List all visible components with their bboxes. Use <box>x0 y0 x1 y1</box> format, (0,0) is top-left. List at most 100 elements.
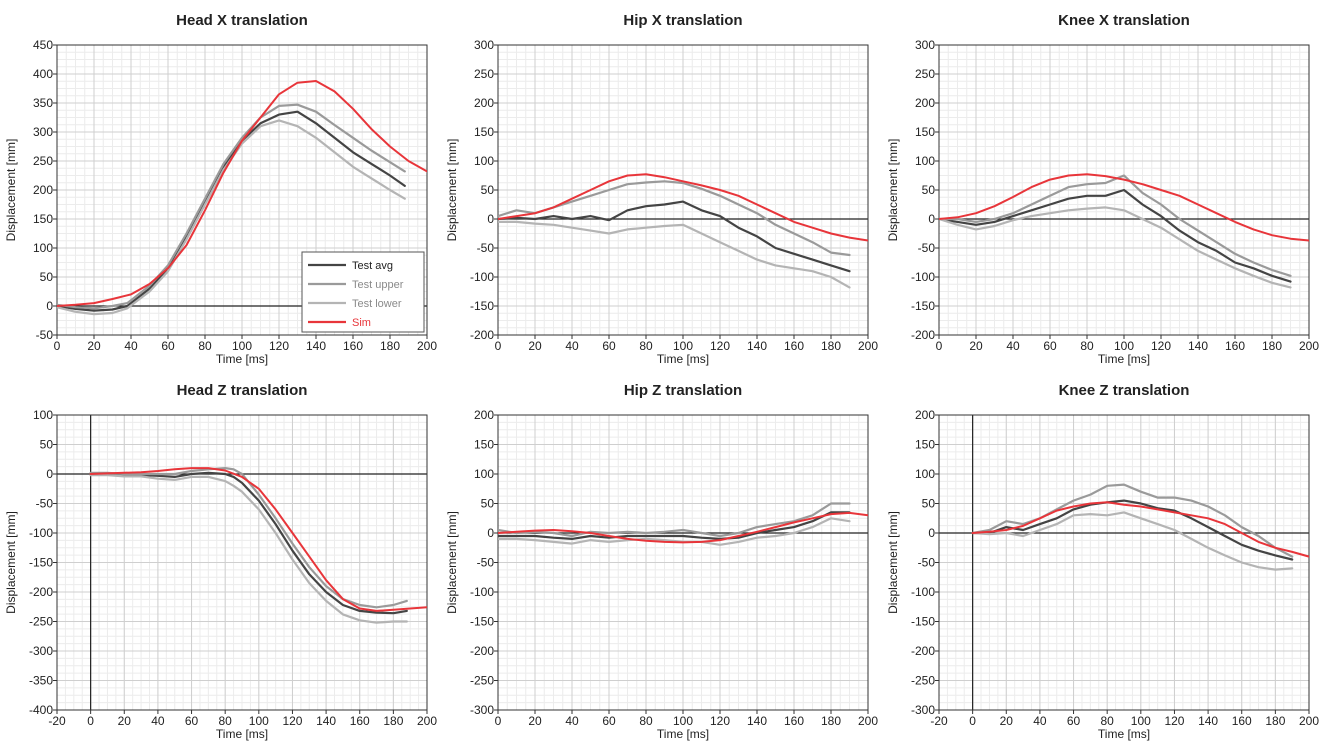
x-tick-label: 0 <box>495 714 502 728</box>
y-tick-label: -150 <box>911 615 935 629</box>
x-tick-label: 80 <box>639 339 653 353</box>
y-tick-label: -50 <box>918 241 936 255</box>
series-line-test-lower <box>971 511 1294 571</box>
y-tick-label: -250 <box>911 674 935 688</box>
y-tick-label: -50 <box>477 556 495 570</box>
x-tick-label: 100 <box>673 339 693 353</box>
y-tick-label: 200 <box>915 408 935 422</box>
y-axis-label: Displacement [mm] <box>886 511 900 614</box>
x-tick-label: 40 <box>1033 714 1047 728</box>
y-tick-label: 250 <box>474 67 494 81</box>
x-tick-label: 0 <box>54 339 61 353</box>
x-tick-label: 20 <box>969 339 983 353</box>
chart-title: Hip X translation <box>623 12 742 29</box>
y-tick-label: 0 <box>46 467 53 481</box>
y-tick-label: 50 <box>40 438 54 452</box>
y-tick-label: 50 <box>481 497 495 511</box>
series-line-sim <box>939 173 1309 242</box>
series-group <box>498 502 868 546</box>
x-tick-label: -20 <box>48 714 66 728</box>
y-tick-label: -100 <box>911 585 935 599</box>
series-line-test-upper <box>89 467 408 609</box>
y-tick-label: -100 <box>470 270 494 284</box>
y-tick-label: 100 <box>915 467 935 481</box>
y-tick-label: 50 <box>40 270 54 284</box>
x-tick-label: 180 <box>821 339 841 353</box>
chart-panel-1: 0 20 40 60 80 100 120 140 160 180 200 -200 -150 -100 -… <box>445 12 878 366</box>
series-line-sim <box>498 511 868 544</box>
y-tick-label: -300 <box>29 644 53 658</box>
chart-title: Head X translation <box>176 12 308 29</box>
y-axis-label: Displacement [mm] <box>445 139 459 242</box>
y-tick-label: 300 <box>474 38 494 52</box>
chart-title: Knee Z translation <box>1059 382 1190 399</box>
y-tick-label: 200 <box>915 96 935 110</box>
x-tick-label: 120 <box>710 714 730 728</box>
x-tick-label: 100 <box>1131 714 1151 728</box>
x-tick-label: 140 <box>747 714 767 728</box>
series-group <box>498 173 868 289</box>
y-tick-label: 100 <box>474 154 494 168</box>
x-tick-label: 40 <box>124 339 138 353</box>
y-tick-label: -300 <box>470 703 494 717</box>
x-tick-label: 140 <box>306 339 326 353</box>
series-line-test-avg <box>939 188 1292 283</box>
series-line-test-lower <box>498 220 851 289</box>
x-tick-label: 20 <box>528 339 542 353</box>
y-tick-label: 200 <box>474 96 494 110</box>
y-tick-label: 150 <box>474 438 494 452</box>
x-tick-label: 160 <box>343 339 363 353</box>
x-tick-label: 60 <box>185 714 199 728</box>
y-tick-label: -200 <box>29 585 53 599</box>
legend-label: Test upper <box>352 279 404 291</box>
series-line-test-avg <box>498 200 851 273</box>
series-line-test-avg <box>89 471 408 615</box>
y-tick-label: -250 <box>29 615 53 629</box>
y-tick-label: -100 <box>911 270 935 284</box>
x-tick-label: 140 <box>1198 714 1218 728</box>
x-tick-label: 40 <box>565 714 579 728</box>
chart-panel-4: 0 20 40 60 80 100 120 140 160 180 200 -300 -250 -200 -… <box>445 382 878 741</box>
y-tick-label: -400 <box>29 703 53 717</box>
series-line-test-avg <box>971 499 1294 561</box>
y-tick-label: -300 <box>911 703 935 717</box>
y-axis-label: Displacement [mm] <box>4 511 18 614</box>
x-tick-label: 160 <box>1225 339 1245 353</box>
series-line-test-upper <box>57 103 406 310</box>
x-tick-label: 80 <box>219 714 233 728</box>
y-tick-label: -50 <box>918 556 936 570</box>
legend-label: Test lower <box>352 298 402 310</box>
x-axis-label: Time [ms] <box>216 727 268 741</box>
x-tick-label: 120 <box>269 339 289 353</box>
x-tick-label: 20 <box>528 714 542 728</box>
y-tick-label: -150 <box>911 299 935 313</box>
y-tick-label: -50 <box>477 241 495 255</box>
x-tick-label: 120 <box>1164 714 1184 728</box>
x-tick-label: 20 <box>87 339 101 353</box>
y-tick-label: 200 <box>474 408 494 422</box>
chart-panel-0: 0 20 40 60 80 100 120 140 160 180 200-500501001502… <box>4 12 437 366</box>
series-line-test-lower <box>939 206 1292 289</box>
x-tick-label: 20 <box>1000 714 1014 728</box>
y-tick-label: 250 <box>915 67 935 81</box>
y-tick-label: 50 <box>481 183 495 197</box>
series-line-sim <box>971 501 1309 558</box>
legend: Test avg Test upper Test lower Sim <box>301 251 425 333</box>
x-tick-label: 200 <box>417 339 437 353</box>
x-tick-label: 200 <box>1299 714 1319 728</box>
y-tick-label: 450 <box>33 38 53 52</box>
y-tick-label: 100 <box>474 467 494 481</box>
y-tick-label: -200 <box>911 644 935 658</box>
x-tick-label: 80 <box>639 714 653 728</box>
x-tick-label: 80 <box>198 339 212 353</box>
series-line-test-avg <box>57 110 406 312</box>
y-tick-label: -150 <box>470 615 494 629</box>
y-tick-label: -350 <box>29 674 53 688</box>
y-tick-label: 200 <box>33 183 53 197</box>
x-tick-label: 40 <box>565 339 579 353</box>
series-group <box>57 80 427 316</box>
x-tick-label: 160 <box>350 714 370 728</box>
y-tick-label: 100 <box>33 408 53 422</box>
chart-panel-5: -20 0 20 40 60 80 100 120 140 160 180 200-300-250-2… <box>886 382 1319 741</box>
